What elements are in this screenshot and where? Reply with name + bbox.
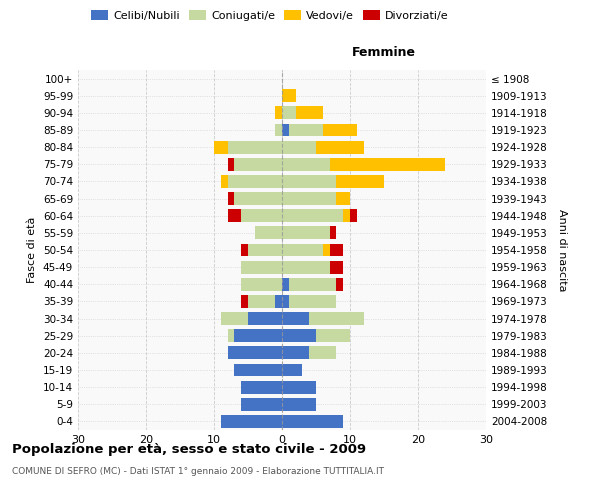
Bar [282,364,302,376]
Bar [275,295,282,308]
Bar [323,124,357,136]
Bar [289,124,323,136]
Bar [309,312,364,325]
Bar [282,278,289,290]
Bar [323,244,329,256]
Text: Femmine: Femmine [352,46,416,59]
Bar [329,226,337,239]
Bar [316,330,350,342]
Bar [296,106,323,120]
Bar [282,140,316,153]
Bar [282,226,329,239]
Bar [235,364,282,376]
Bar [235,192,282,205]
Bar [337,175,384,188]
Bar [282,90,296,102]
Bar [248,244,282,256]
Bar [282,330,316,342]
Bar [282,210,343,222]
Bar [221,175,227,188]
Bar [235,158,282,170]
Bar [241,380,282,394]
Bar [282,124,289,136]
Bar [241,210,282,222]
Bar [227,140,282,153]
Bar [282,158,329,170]
Bar [337,278,343,290]
Bar [214,140,227,153]
Bar [221,415,282,428]
Bar [221,312,248,325]
Bar [241,260,282,274]
Bar [289,295,337,308]
Bar [282,380,316,394]
Bar [227,192,235,205]
Bar [241,278,282,290]
Bar [282,295,289,308]
Y-axis label: Fasce di età: Fasce di età [28,217,37,283]
Bar [329,158,445,170]
Bar [255,226,282,239]
Bar [241,398,282,410]
Bar [241,244,248,256]
Bar [235,330,282,342]
Bar [282,106,296,120]
Bar [329,244,343,256]
Bar [227,330,235,342]
Bar [337,192,350,205]
Bar [275,124,282,136]
Text: Popolazione per età, sesso e stato civile - 2009: Popolazione per età, sesso e stato civil… [12,442,366,456]
Bar [275,106,282,120]
Bar [282,192,337,205]
Bar [248,295,275,308]
Bar [282,346,309,360]
Bar [282,175,337,188]
Bar [227,210,241,222]
Bar [309,346,337,360]
Bar [227,175,282,188]
Bar [227,158,235,170]
Text: COMUNE DI SEFRO (MC) - Dati ISTAT 1° gennaio 2009 - Elaborazione TUTTITALIA.IT: COMUNE DI SEFRO (MC) - Dati ISTAT 1° gen… [12,468,384,476]
Legend: Celibi/Nubili, Coniugati/e, Vedovi/e, Divorziati/e: Celibi/Nubili, Coniugati/e, Vedovi/e, Di… [89,8,451,24]
Bar [282,244,323,256]
Bar [248,312,282,325]
Bar [241,295,248,308]
Bar [282,312,309,325]
Bar [289,278,337,290]
Bar [282,398,316,410]
Bar [343,210,350,222]
Bar [282,415,343,428]
Y-axis label: Anni di nascita: Anni di nascita [557,209,567,291]
Bar [227,346,282,360]
Bar [282,260,329,274]
Bar [350,210,357,222]
Bar [329,260,343,274]
Bar [316,140,364,153]
